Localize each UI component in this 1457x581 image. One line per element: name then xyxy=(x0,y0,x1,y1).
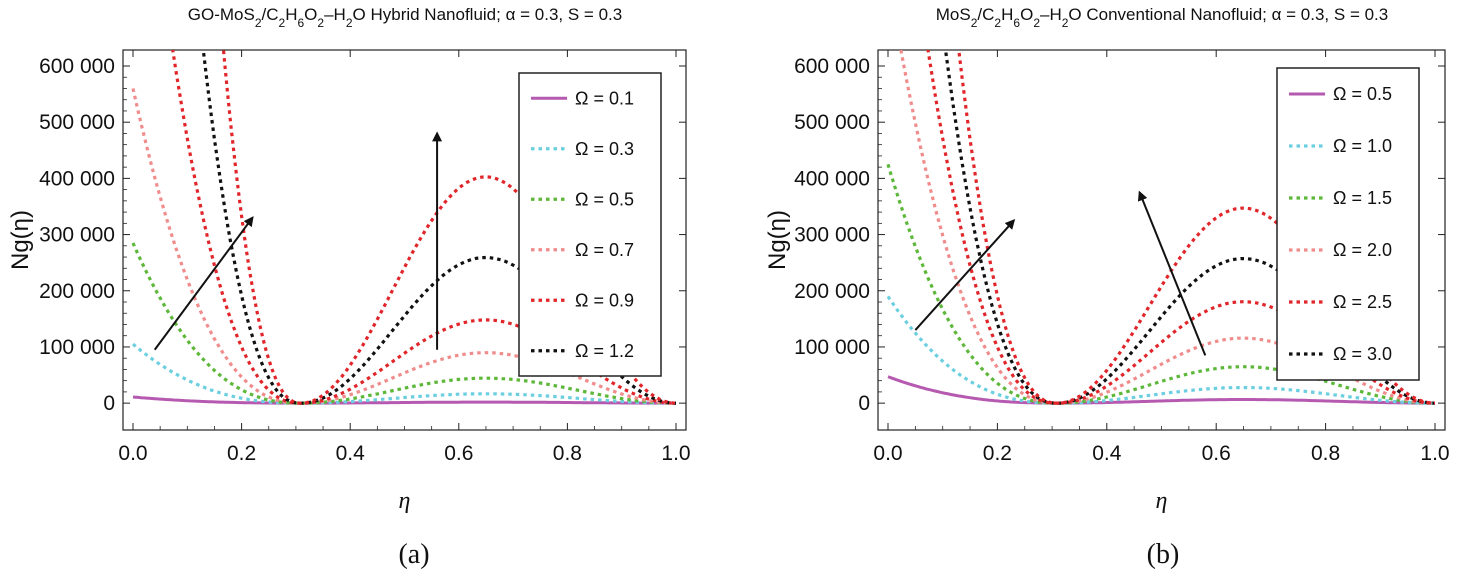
y-tick-label: 500 000 xyxy=(39,111,115,134)
legend-label: Ω = 0.1 xyxy=(575,88,634,108)
chart-title: MoS2/C2H6O2–H2O Conventional Nanofluid; … xyxy=(936,5,1388,30)
legend-label: Ω = 0.5 xyxy=(575,189,634,209)
trend-arrow-0 xyxy=(914,219,1016,331)
y-tick-label: 400 000 xyxy=(794,167,870,190)
x-tick-label: 0.4 xyxy=(1092,442,1122,465)
series-line-4 xyxy=(171,50,676,405)
legend-label: Ω = 1.0 xyxy=(1333,136,1392,156)
series-line-1 xyxy=(131,342,676,405)
y-tick-label: 100 000 xyxy=(39,336,115,359)
x-tick-label: 0.2 xyxy=(227,442,256,465)
legend-label: Ω = 1.2 xyxy=(575,341,634,361)
legend: Ω = 0.5 Ω = 1.0 Ω = 1.5 Ω = 2.0 Ω = 2.5 Ω = 3… xyxy=(1276,67,1420,381)
legend-label: Ω = 2.0 xyxy=(1333,240,1392,260)
y-tick-label: 400 000 xyxy=(39,167,115,190)
series-line-1 xyxy=(886,295,1435,405)
legend-label: Ω = 0.7 xyxy=(575,240,634,260)
series-line-0 xyxy=(132,395,676,405)
panel-caption: (b) xyxy=(1147,539,1180,570)
y-axis-label: Ng(η) xyxy=(7,210,34,270)
panel-caption: (a) xyxy=(398,539,429,570)
x-tick-label: 1.0 xyxy=(661,442,690,465)
curves xyxy=(131,50,677,405)
legend-label: Ω = 0.3 xyxy=(575,139,634,159)
x-tick-label: 0.8 xyxy=(553,442,582,465)
x-tick-label: 1.0 xyxy=(1420,442,1449,465)
legend-label: Ω = 1.5 xyxy=(1333,188,1392,208)
x-tick-label: 0.2 xyxy=(983,442,1012,465)
y-tick-label: 300 000 xyxy=(794,224,870,247)
y-tick-label: 0 xyxy=(858,392,870,415)
x-tick-label: 0.0 xyxy=(873,442,902,465)
x-tick-label: 0.6 xyxy=(444,442,473,465)
series-line-5 xyxy=(943,50,1435,405)
y-axis-label: Ng(η) xyxy=(764,210,791,270)
series-line-3 xyxy=(131,88,676,405)
legend: Ω = 0.1 Ω = 0.3 Ω = 0.5 Ω = 0.7 Ω = 0.9 Ω = 1… xyxy=(518,72,662,377)
x-axis-label: η xyxy=(399,488,411,514)
y-tick-label: 600 000 xyxy=(39,55,115,78)
legend-label: Ω = 0.9 xyxy=(575,290,634,310)
series-line-2 xyxy=(131,242,676,405)
chart-title: GO-MoS2/C2H6O2–H2O Hybrid Nanofluid; α =… xyxy=(188,5,622,30)
series-line-0 xyxy=(887,375,1435,405)
y-tick-label: 0 xyxy=(103,392,115,415)
y-tick-label: 200 000 xyxy=(794,280,870,303)
panel-b: MoS2/C2H6O2–H2O Conventional Nanofluid; … xyxy=(764,5,1450,570)
legend-box xyxy=(518,72,662,377)
legend-label: Ω = 3.0 xyxy=(1333,344,1392,364)
trend-arrow-1 xyxy=(1137,190,1207,356)
y-tick-label: 200 000 xyxy=(39,280,115,303)
y-tick-label: 100 000 xyxy=(794,336,870,359)
trend-arrow-0 xyxy=(153,216,254,351)
x-tick-label: 0.4 xyxy=(336,442,366,465)
y-tick-label: 600 000 xyxy=(794,55,870,78)
y-tick-label: 300 000 xyxy=(39,224,115,247)
legend-box xyxy=(1276,67,1420,381)
x-tick-label: 0.6 xyxy=(1202,442,1231,465)
y-tick-label: 500 000 xyxy=(794,111,870,134)
panel-a: GO-MoS2/C2H6O2–H2O Hybrid Nanofluid; α =… xyxy=(7,5,691,570)
x-tick-label: 0.8 xyxy=(1311,442,1340,465)
legend-label: Ω = 2.5 xyxy=(1333,292,1392,312)
x-axis-label: η xyxy=(1156,488,1168,514)
x-tick-label: 0.0 xyxy=(118,442,147,465)
legend-label: Ω = 0.5 xyxy=(1333,84,1392,104)
